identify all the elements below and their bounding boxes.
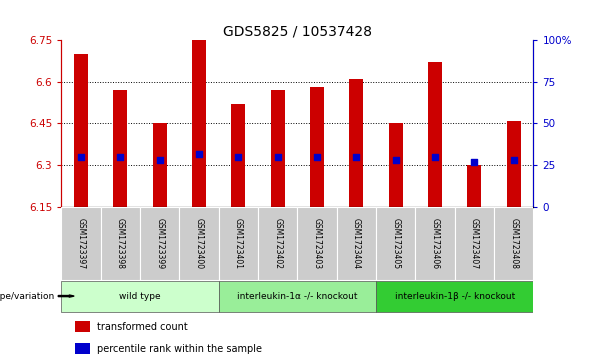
Bar (507, 121, 520, 207)
Bar (61, 207, 101, 280)
Point (390, 157, 400, 163)
Bar (140, 207, 180, 280)
Point (194, 151, 204, 157)
Text: GSM1723397: GSM1723397 (77, 218, 85, 269)
Text: interleukin-1α -/- knockout: interleukin-1α -/- knockout (237, 291, 357, 301)
Text: genotype/variation: genotype/variation (0, 291, 55, 301)
Text: transformed count: transformed count (97, 322, 188, 332)
Bar (310, 87, 324, 207)
Point (312, 154, 322, 160)
Bar (179, 207, 219, 280)
Point (351, 154, 361, 160)
Bar (232, 104, 245, 207)
Text: GSM1723404: GSM1723404 (352, 218, 361, 269)
Text: GSM1723402: GSM1723402 (273, 218, 282, 269)
Bar (258, 207, 297, 280)
Point (234, 154, 243, 160)
Bar (113, 90, 127, 207)
Bar (494, 207, 533, 280)
Text: GSM1723400: GSM1723400 (194, 218, 204, 269)
Title: GDS5825 / 10537428: GDS5825 / 10537428 (223, 25, 372, 39)
Point (470, 159, 479, 165)
Text: interleukin-1β -/- knockout: interleukin-1β -/- knockout (395, 291, 515, 301)
Text: GSM1723401: GSM1723401 (234, 218, 243, 269)
Bar (75, 321, 89, 332)
Bar (153, 123, 167, 207)
Bar (376, 281, 533, 312)
Point (430, 154, 440, 160)
Bar (219, 281, 376, 312)
Bar (428, 62, 442, 207)
Bar (337, 207, 376, 280)
Text: wild type: wild type (119, 291, 161, 301)
Bar (297, 207, 337, 280)
Bar (455, 207, 494, 280)
Point (76, 154, 86, 160)
Bar (349, 79, 363, 207)
Text: percentile rank within the sample: percentile rank within the sample (97, 343, 262, 354)
Bar (61, 281, 219, 312)
Bar (219, 207, 258, 280)
Bar (101, 207, 140, 280)
Text: GSM1723399: GSM1723399 (155, 218, 164, 269)
Bar (389, 123, 403, 207)
Text: GSM1723407: GSM1723407 (470, 218, 479, 269)
Bar (416, 207, 455, 280)
Bar (376, 207, 416, 280)
Point (115, 154, 125, 160)
Point (273, 154, 283, 160)
Point (509, 157, 519, 163)
Point (154, 157, 164, 163)
Bar (192, 40, 206, 207)
Bar (74, 54, 88, 207)
Bar (271, 90, 284, 207)
Text: GSM1723398: GSM1723398 (116, 218, 125, 269)
Text: GSM1723406: GSM1723406 (430, 218, 440, 269)
Text: GSM1723408: GSM1723408 (509, 218, 518, 269)
Text: GSM1723405: GSM1723405 (391, 218, 400, 269)
Text: GSM1723403: GSM1723403 (313, 218, 321, 269)
Bar (75, 343, 89, 354)
Bar (468, 165, 481, 207)
